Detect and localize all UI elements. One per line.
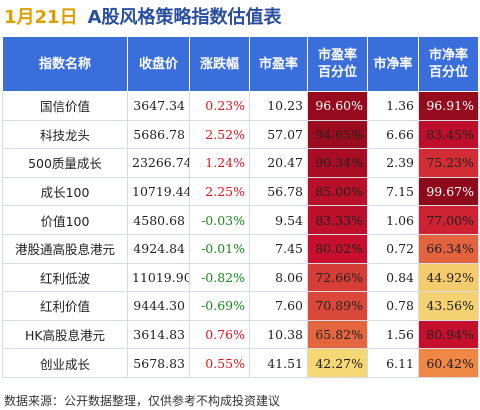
table-row: 红利价值 9444.30 -0.69% 7.60 70.89% 0.78 43.56% xyxy=(2,291,479,321)
cell-change: 1.24% xyxy=(189,148,250,178)
cell-pe: 20.47 xyxy=(249,148,308,178)
valuation-table: 指数名称 收盘价 涨跌幅 市盈率 市盈率 百分位 市净率 市净率 百分位 国信价值 3… xyxy=(2,36,479,378)
cell-pe: 10.23 xyxy=(249,91,308,121)
cell-close: 5686.78 xyxy=(127,119,190,150)
cell-pe: 7.45 xyxy=(249,233,308,264)
table-row: 成长100 10719.44 2.25% 56.78 85.00% 7.15 99.67% xyxy=(2,176,479,207)
cell-pb: 0.84 xyxy=(367,262,419,293)
cell-close: 9444.30 xyxy=(127,291,190,321)
cell-pb-pct: 66.34% xyxy=(418,233,479,264)
cell-pe-pct: 94.65% xyxy=(307,119,368,150)
cell-name: 科技龙头 xyxy=(2,119,128,150)
cell-pb-pct: 80.94% xyxy=(418,319,479,350)
cell-pb-pct: 77.00% xyxy=(418,205,479,235)
cell-pb: 1.06 xyxy=(367,205,419,235)
cell-pb: 6.66 xyxy=(367,119,419,150)
table-header-row: 指数名称 收盘价 涨跌幅 市盈率 市盈率 百分位 市净率 市净率 百分位 xyxy=(2,36,479,92)
cell-pb: 0.78 xyxy=(367,291,419,321)
cell-change: -0.82% xyxy=(189,262,250,293)
table-row: 红利低波 11019.90 -0.82% 8.06 72.66% 0.84 44.92% xyxy=(2,262,479,293)
cell-pe-pct: 80.02% xyxy=(307,233,368,264)
cell-name: 港股通高股息港元 xyxy=(2,233,128,264)
col-header-pb-pct: 市净率 百分位 xyxy=(418,36,479,92)
cell-pe-pct: 65.82% xyxy=(307,319,368,350)
cell-change: 0.55% xyxy=(189,348,250,378)
cell-pe-pct: 96.60% xyxy=(307,91,368,121)
col-header-close: 收盘价 xyxy=(127,36,190,92)
cell-close: 10719.44 xyxy=(127,176,190,207)
col-header-change: 涨跌幅 xyxy=(189,36,250,92)
cell-pe-pct: 90.34% xyxy=(307,148,368,178)
cell-pb-pct: 99.67% xyxy=(418,176,479,207)
table-body: 国信价值 3647.34 0.23% 10.23 96.60% 1.36 96.91% 科技龙… xyxy=(2,91,479,378)
table-row: 港股通高股息港元 4924.84 -0.01% 7.45 80.02% 0.72 66.34… xyxy=(2,233,479,264)
page-title: A股风格策略指数估值表 xyxy=(87,7,282,28)
cell-change: -0.69% xyxy=(189,291,250,321)
table-row: 500质量成长 23266.74 1.24% 20.47 90.34% 2.39 75.23… xyxy=(2,148,479,178)
cell-close: 23266.74 xyxy=(127,148,190,178)
cell-close: 5678.83 xyxy=(127,348,190,378)
cell-pe-pct: 42.27% xyxy=(307,348,368,378)
table-row: 国信价值 3647.34 0.23% 10.23 96.60% 1.36 96.91% xyxy=(2,91,479,121)
cell-change: -0.01% xyxy=(189,233,250,264)
col-header-pe-pct: 市盈率 百分位 xyxy=(307,36,368,92)
cell-pe: 10.38 xyxy=(249,319,308,350)
cell-change: 2.25% xyxy=(189,176,250,207)
cell-pb-pct: 60.42% xyxy=(418,348,479,378)
col-header-pb: 市净率 xyxy=(367,36,419,92)
cell-change: 0.76% xyxy=(189,319,250,350)
cell-close: 3614.83 xyxy=(127,319,190,350)
cell-pb: 1.56 xyxy=(367,319,419,350)
cell-pb: 0.72 xyxy=(367,233,419,264)
cell-pb-pct: 83.45% xyxy=(418,119,479,150)
cell-close: 3647.34 xyxy=(127,91,190,121)
cell-name: 价值100 xyxy=(2,205,128,235)
cell-close: 4924.84 xyxy=(127,233,190,264)
cell-name: 成长100 xyxy=(2,176,128,207)
cell-pe: 56.78 xyxy=(249,176,308,207)
cell-pb: 6.11 xyxy=(367,348,419,378)
cell-name: HK高股息港元 xyxy=(2,319,128,350)
table-row: 价值100 4580.68 -0.03% 9.54 83.33% 1.06 77.00% xyxy=(2,205,479,235)
cell-pb-pct: 75.23% xyxy=(418,148,479,178)
cell-name: 红利低波 xyxy=(2,262,128,293)
cell-pe-pct: 85.00% xyxy=(307,176,368,207)
title-bar: 1月21日 A股风格策略指数估值表 xyxy=(0,0,480,32)
col-header-name: 指数名称 xyxy=(2,36,128,92)
cell-pe-pct: 83.33% xyxy=(307,205,368,235)
table-row: 创业成长 5678.83 0.55% 41.51 42.27% 6.11 60.42% xyxy=(2,348,479,378)
cell-pb-pct: 96.91% xyxy=(418,91,479,121)
cell-pb: 7.15 xyxy=(367,176,419,207)
cell-pb-pct: 44.92% xyxy=(418,262,479,293)
cell-change: 2.52% xyxy=(189,119,250,150)
title-date: 1月21日 xyxy=(4,7,78,28)
cell-close: 4580.68 xyxy=(127,205,190,235)
cell-name: 创业成长 xyxy=(2,348,128,378)
cell-pb-pct: 43.56% xyxy=(418,291,479,321)
cell-name: 500质量成长 xyxy=(2,148,128,178)
table-row: 科技龙头 5686.78 2.52% 57.07 94.65% 6.66 83.45% xyxy=(2,119,479,150)
cell-pe: 9.54 xyxy=(249,205,308,235)
cell-pe-pct: 70.89% xyxy=(307,291,368,321)
cell-pe: 41.51 xyxy=(249,348,308,378)
footer-note: 数据来源：公开数据整理，仅供参考不构成投资建议 xyxy=(4,394,281,408)
cell-name: 红利价值 xyxy=(2,291,128,321)
cell-pe: 57.07 xyxy=(249,119,308,150)
table-row: HK高股息港元 3614.83 0.76% 10.38 65.82% 1.56 80.94% xyxy=(2,319,479,350)
cell-close: 11019.90 xyxy=(127,262,190,293)
cell-pb: 2.39 xyxy=(367,148,419,178)
cell-name: 国信价值 xyxy=(2,91,128,121)
cell-change: 0.23% xyxy=(189,91,250,121)
cell-pe: 8.06 xyxy=(249,262,308,293)
cell-pb: 1.36 xyxy=(367,91,419,121)
cell-pe: 7.60 xyxy=(249,291,308,321)
cell-pe-pct: 72.66% xyxy=(307,262,368,293)
cell-change: -0.03% xyxy=(189,205,250,235)
col-header-pe: 市盈率 xyxy=(249,36,308,92)
